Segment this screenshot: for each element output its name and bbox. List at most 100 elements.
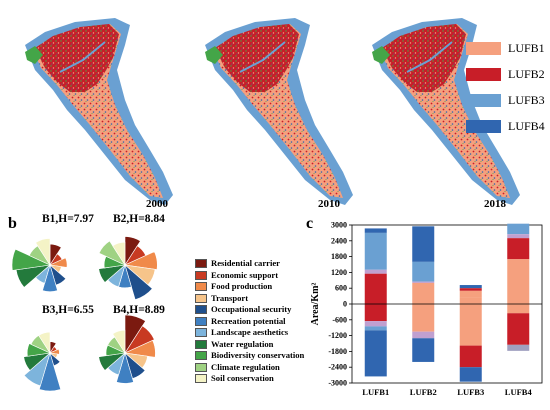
bar-chart: 3000 2400 1800 1200 600 0 -600 -1200 -1800 -2400 -… [310,221,543,397]
bar-lufb1-segment-1 [364,228,387,233]
service-label-6: Recreation potential [211,315,286,326]
service-swatch-10 [195,362,207,372]
rose-b4-petal-2 [124,325,155,354]
service-swatch-11 [195,374,207,383]
service-swatch-7 [195,328,207,337]
service-swatch-6 [195,316,207,326]
bar-lufb2-segment-4 [412,282,435,332]
bar-lufb1-segment-2 [364,232,387,270]
rose-b4-petal-6 [116,351,134,384]
y-tick-label-0: 3000 [331,221,347,230]
service-label-5: Occupational security [211,304,292,314]
rose-b2-petal-1 [124,236,141,267]
y-tick-label-2: 1800 [331,252,347,261]
service-swatch-8 [195,339,207,349]
bar-group-lufb2 [412,226,435,362]
service-label-3: Food production [211,281,273,291]
service-swatch-2 [195,270,207,280]
bar-lufb3-segment-3 [459,290,482,298]
service-swatch-5 [195,305,207,314]
bar-lufb4-segment-1 [507,223,530,235]
rose-b4-petal-11 [112,329,126,355]
bar-lufb1-segment-7 [364,330,387,377]
bar-lufb2-segment-2 [412,261,435,282]
rose-b3-petal-9 [26,343,52,357]
rose-b3-petal-3 [48,348,60,355]
rose-b4-petal-1 [124,314,146,355]
rose-b2-petal-3 [123,251,158,270]
bar-lufb2-segment-3 [412,281,435,283]
rose-b1 [11,238,68,292]
rose-b1-petal-6 [42,263,58,292]
rose-b1-petal-9 [11,248,52,271]
y-tick-label-7: -1200 [328,331,347,340]
bar-lufb1-segment-4 [364,273,387,322]
bar-lufb1-segment-5 [364,321,387,327]
x-tick-label-lufb1: LUFB1 [362,387,389,397]
y-axis-label: Area/Km² [310,283,321,326]
rose-diagrams [11,236,158,392]
rose-title-b1: B1,H=7.97 [42,213,94,225]
rose-title-b2: B2,H=8.84 [113,213,165,225]
x-tick-label-lufb3: LUFB3 [457,387,484,397]
rose-b4-petal-8 [98,352,126,371]
legend-swatch-lufb4 [466,120,501,133]
bar-lufb1-segment-6 [364,326,387,331]
panel-c-label: c [306,215,314,232]
bar-group-lufb3 [459,285,482,382]
bar-lufb2-segment-5 [412,331,435,339]
service-label-1: Residential carrier [211,258,280,268]
bar-lufb3-segment-6 [459,367,482,382]
rose-b1-petal-3 [48,257,68,268]
bar-lufb3-segment-2 [459,288,482,291]
y-tick-label-9: -2400 [328,363,347,372]
year-label-2000: 2000 [146,198,168,210]
bar-lufb2-segment-6 [412,338,435,362]
bar-lufb4-segment-6 [507,344,530,351]
rose-b4-petal-3 [123,339,156,358]
bar-lufb3-segment-5 [459,345,482,368]
panel-b-label: b [8,215,17,232]
service-label-11: Soil conservation [211,373,274,383]
y-tick-label-3: 1200 [331,268,347,277]
rose-b1-petal-11 [35,238,51,267]
bar-lufb1-segment-3 [364,269,387,274]
rose-title-b3: B3,H=6.55 [42,304,94,316]
bar-lufb4-segment-2 [507,234,530,239]
service-swatch-3 [195,282,207,291]
x-tick-label-lufb2: LUFB2 [410,387,437,397]
legend-swatch-lufb3 [466,94,501,107]
y-tick-label-1: 2400 [331,236,347,245]
service-label-8: Water regulation [211,338,274,349]
bar-lufb4-segment-4 [507,259,530,314]
y-tick-label-4: 600 [335,284,347,293]
rose-title-b4: B4,H=8.89 [113,304,165,316]
bar-lufb2-segment-1 [412,226,435,262]
service-legend: Residential carrier Economic support Food … [195,258,325,388]
service-label-10: Climate regulation [211,361,280,372]
service-label-9: Biodiversity conservation [211,350,305,360]
bar-lufb4-segment-3 [507,238,530,260]
map-2010 [204,17,354,206]
bar-lufb3-segment-4 [459,297,482,346]
bar-group-lufb1 [364,228,387,377]
bar-lufb3-segment-1 [459,285,482,289]
legend-swatch-lufb1 [466,42,501,55]
y-tick-label-6: -600 [332,315,347,324]
y-tick-label-8: -1800 [328,347,347,356]
legend-label-lufb1: LUFB1 [508,41,545,55]
rose-b4 [98,314,156,384]
legend-label-lufb3: LUFB3 [508,93,545,107]
year-label-2010: 2010 [318,198,340,210]
rose-b3-petal-7 [23,352,51,387]
rose-b2-petal-11 [112,241,126,267]
service-swatch-9 [195,351,207,360]
y-tick-label-10: -3000 [328,379,347,388]
rose-b2 [98,236,158,301]
service-label-2: Economic support [211,269,279,280]
rose-b2-petal-10 [98,240,126,266]
year-label-2018: 2018 [484,198,506,210]
service-label-7: Landscape aesthetics [211,327,289,337]
legend-label-lufb4: LUFB4 [508,119,545,133]
